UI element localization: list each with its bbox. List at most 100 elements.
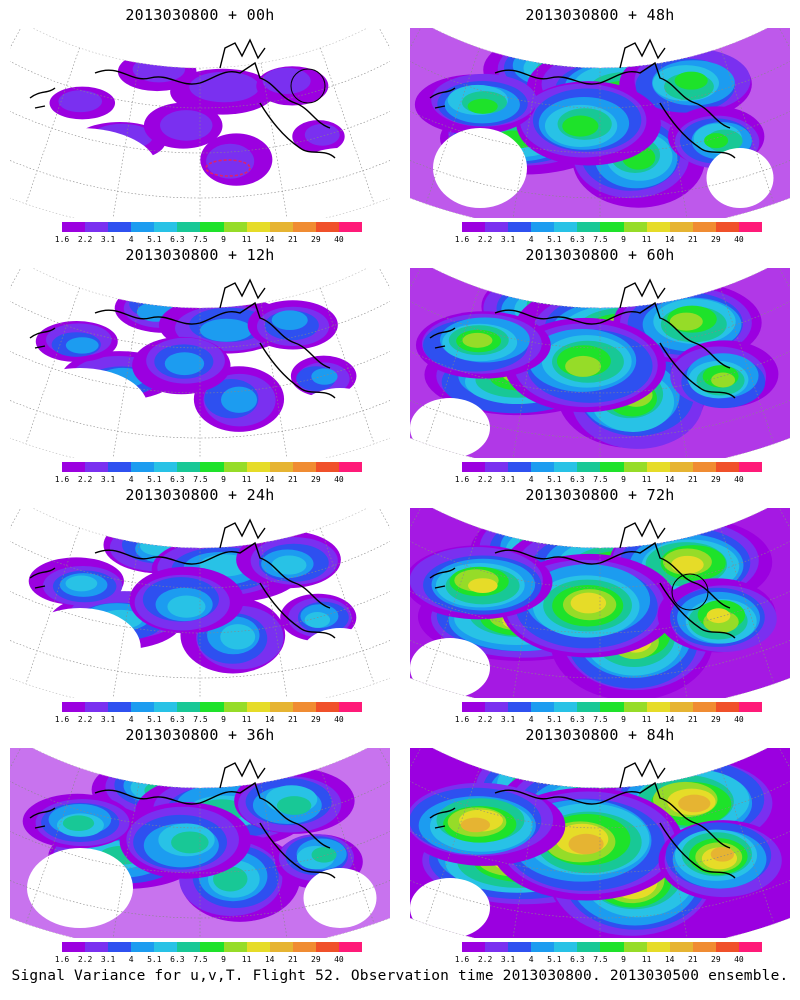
colorbar-tick-label: 14: [664, 715, 675, 724]
colorbar-tick-label: 40: [334, 475, 344, 484]
colorbar-swatch: [646, 222, 670, 232]
colorbar-tick-label: 14: [664, 955, 675, 964]
panel-48h: 2013030800 + 48h 1.6 2.2 3.1 4 5.1 6.3 7.5 9 11 1…: [400, 0, 800, 245]
colorbar-swatch: [692, 942, 716, 952]
colorbar-swatch: [577, 222, 601, 232]
colorbar-tick-label: 6.3: [570, 475, 585, 484]
colorbar-swatch: [669, 702, 693, 712]
colorbar-tick-label: 9: [221, 475, 226, 484]
colorbar-swatch: [554, 222, 578, 232]
colorbar-swatch: [623, 702, 647, 712]
colorbar-swatch: [62, 942, 86, 952]
colorbar-tick-label: 5.1: [547, 235, 562, 244]
coastline: [429, 38, 736, 159]
coastline: [29, 278, 336, 399]
colorbar-swatch: [531, 462, 555, 472]
colorbar-swatch: [108, 462, 132, 472]
colorbar-swatch: [200, 942, 224, 952]
colorbar-swatch: [338, 702, 363, 712]
colorbar-tick-label: 7.5: [193, 955, 208, 964]
colorbar-tick-label: 5.1: [547, 475, 562, 484]
colorbar-swatch: [600, 462, 624, 472]
panel-84h: 2013030800 + 84h 1.6 2.2 3.1 4 5.1 6.3 7.5 9 11 1…: [400, 720, 800, 965]
colorbar: [462, 702, 763, 712]
colorbar-swatch: [692, 462, 716, 472]
colorbar-swatch: [223, 942, 247, 952]
variance-field: [410, 508, 790, 698]
variance-field: [410, 268, 790, 458]
colorbar-labels: 1.6 2.2 3.1 4 5.1 6.3 7.5 9 11 14 21 29 40: [55, 955, 362, 965]
map-plot: [410, 268, 790, 458]
colorbar-tick-label: 6.3: [170, 235, 185, 244]
colorbar-swatch: [485, 222, 509, 232]
colorbar-tick-label: 21: [287, 475, 298, 484]
figure-caption: Signal Variance for u,v,T. Flight 52. Ob…: [11, 968, 789, 984]
colorbar-swatch: [692, 222, 716, 232]
colorbar-swatch: [646, 462, 670, 472]
colorbar-tick-label: 11: [641, 235, 652, 244]
colorbar-swatch: [508, 462, 532, 472]
colorbar-tick-label: 4: [128, 955, 134, 964]
colorbar-swatch: [85, 942, 109, 952]
colorbar-swatch: [554, 462, 578, 472]
panel-title: 2013030800 + 84h: [525, 726, 675, 744]
colorbar-tick-label: 40: [734, 955, 744, 964]
colorbar-swatch: [246, 942, 270, 952]
colorbar-swatch: [177, 462, 201, 472]
colorbar-tick-label: 3.1: [500, 715, 516, 724]
colorbar-swatch: [200, 222, 224, 232]
colorbar-tick-label: 3.1: [100, 715, 116, 724]
colorbar-swatch: [600, 942, 624, 952]
colorbar-swatch: [531, 702, 555, 712]
map-plot: [10, 28, 390, 218]
observation-marker: [671, 573, 709, 611]
colorbar: [462, 222, 763, 232]
panel-72h: 2013030800 + 72h 1.6 2.2 3.1 4 5.1 6.3 7.5 9 11 1…: [400, 480, 800, 725]
colorbar-swatch: [646, 702, 670, 712]
variance-field: [10, 51, 389, 208]
colorbar-tick-label: 7.5: [193, 475, 208, 484]
variance-field: [10, 748, 390, 938]
colorbar: [62, 942, 363, 952]
colorbar-swatch: [108, 702, 132, 712]
coastline: [429, 278, 736, 399]
colorbar-swatch: [692, 702, 716, 712]
panel-title: 2013030800 + 24h: [125, 486, 275, 504]
colorbar-swatch: [292, 942, 316, 952]
colorbar-swatch: [623, 942, 647, 952]
map-plot: [410, 508, 790, 698]
colorbar-swatch: [292, 462, 316, 472]
colorbar-swatch: [623, 462, 647, 472]
colorbar-tick-label: 14: [264, 235, 275, 244]
colorbar-tick-label: 21: [687, 475, 698, 484]
colorbar-tick-label: 4: [528, 715, 534, 724]
colorbar-tick-label: 14: [664, 235, 675, 244]
panel-title: 2013030800 + 72h: [525, 486, 675, 504]
colorbar-tick-label: 29: [311, 475, 321, 484]
colorbar-tick-label: 14: [664, 475, 675, 484]
colorbar-tick-label: 7.5: [193, 715, 208, 724]
colorbar-labels: 1.6 2.2 3.1 4 5.1 6.3 7.5 9 11 14 21 29 40: [55, 475, 362, 485]
colorbar-tick-label: 14: [264, 475, 275, 484]
colorbar-tick-label: 3.1: [100, 475, 116, 484]
colorbar-swatch: [85, 222, 109, 232]
colorbar-swatch: [508, 702, 532, 712]
colorbar-tick-label: 9: [221, 235, 226, 244]
colorbar-tick-label: 9: [221, 955, 226, 964]
panel-title: 2013030800 + 36h: [125, 726, 275, 744]
colorbar-tick-label: 14: [264, 955, 275, 964]
colorbar-swatch: [554, 942, 578, 952]
colorbar-swatch: [738, 942, 763, 952]
colorbar-tick-label: 2.2: [477, 475, 493, 484]
colorbar-swatch: [154, 702, 178, 712]
graticule: [410, 268, 790, 458]
colorbar-swatch: [315, 942, 339, 952]
colorbar-tick-label: 3.1: [100, 235, 116, 244]
colorbar-swatch: [269, 942, 293, 952]
colorbar-tick-label: 6.3: [570, 235, 585, 244]
colorbar-swatch: [315, 702, 339, 712]
colorbar-tick-label: 5.1: [547, 955, 562, 964]
variance-field: [410, 748, 790, 938]
variance-field: [19, 516, 381, 688]
colorbar-tick-label: 29: [311, 235, 321, 244]
